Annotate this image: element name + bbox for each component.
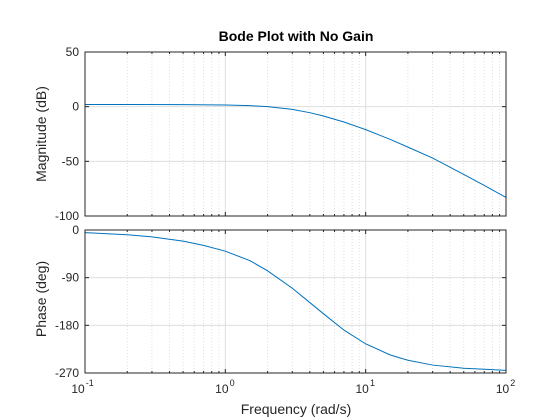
phase-plot-area	[85, 230, 506, 373]
x-tick-label-exponent: 0	[230, 378, 235, 388]
magnitude-axes: 50 0 -50 -100	[55, 45, 507, 223]
magnitude-y-tick-label: 0	[72, 100, 79, 114]
x-tick-label-exponent: 1	[370, 378, 375, 388]
x-tick-label-exponent: 2	[510, 378, 515, 388]
phase-y-tick-label: -90	[62, 271, 80, 285]
x-tick-label-base: 10	[355, 382, 369, 396]
x-axis-label: Frequency (rad/s)	[241, 401, 351, 417]
magnitude-series-line	[85, 103, 507, 198]
magnitude-y-tick-label: -100	[55, 209, 79, 223]
phase-series-line	[84, 232, 507, 371]
x-tick-label-base: 10	[215, 382, 229, 396]
magnitude-y-tick-label: -50	[62, 154, 80, 168]
x-tick-label-base: 10	[71, 382, 85, 396]
x-tick-label: 10 -1	[71, 378, 93, 396]
phase-y-tick-label: -180	[55, 318, 79, 332]
phase-axes-box	[84, 229, 507, 374]
magnitude-axes-box	[84, 51, 507, 217]
x-tick-label: 10 1	[355, 378, 374, 396]
magnitude-y-tick-label: 50	[66, 45, 80, 59]
x-tick-label-base: 10	[496, 382, 510, 396]
magnitude-plot-area	[85, 52, 506, 216]
x-tick-label: 10 2	[496, 378, 515, 396]
phase-y-tick-label: -270	[55, 366, 79, 380]
phase-axis-label: Phase (deg)	[33, 261, 49, 337]
chart-title: Bode Plot with No Gain	[219, 28, 374, 44]
x-tick-label-exponent: -1	[86, 378, 94, 388]
magnitude-axis-label: Magnitude (dB)	[33, 86, 49, 182]
phase-y-tick-label: 0	[72, 223, 79, 237]
x-tick-label: 10 0	[215, 378, 234, 396]
